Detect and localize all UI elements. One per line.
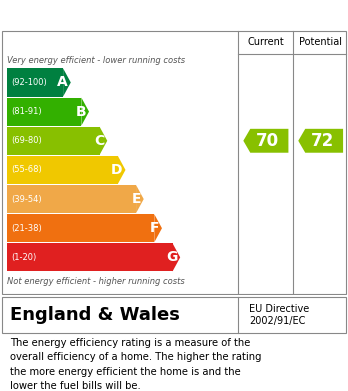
Bar xyxy=(7,214,154,242)
Text: The energy efficiency rating is a measure of the
overall efficiency of a home. T: The energy efficiency rating is a measur… xyxy=(10,338,262,391)
Polygon shape xyxy=(298,129,343,153)
Bar xyxy=(7,98,81,126)
Polygon shape xyxy=(243,129,288,153)
Text: Not energy efficient - higher running costs: Not energy efficient - higher running co… xyxy=(7,277,185,286)
Polygon shape xyxy=(81,98,89,126)
Text: Energy Efficiency Rating: Energy Efficiency Rating xyxy=(10,7,220,23)
Text: E: E xyxy=(132,192,141,206)
Polygon shape xyxy=(118,156,126,184)
Polygon shape xyxy=(136,185,144,213)
Text: 72: 72 xyxy=(310,132,334,150)
Text: (92-100): (92-100) xyxy=(11,78,47,87)
Text: Current: Current xyxy=(247,37,284,47)
Polygon shape xyxy=(63,68,71,97)
Text: 2002/91/EC: 2002/91/EC xyxy=(249,316,305,326)
Text: (39-54): (39-54) xyxy=(11,195,42,204)
Text: EU Directive: EU Directive xyxy=(249,304,309,314)
Text: A: A xyxy=(57,75,68,90)
Bar xyxy=(7,156,118,184)
Bar xyxy=(7,243,173,271)
Polygon shape xyxy=(100,127,107,155)
Bar xyxy=(7,68,63,97)
Text: (81-91): (81-91) xyxy=(11,107,42,116)
Text: B: B xyxy=(76,105,86,118)
Text: D: D xyxy=(111,163,123,177)
Text: (69-80): (69-80) xyxy=(11,136,42,145)
Text: (21-38): (21-38) xyxy=(11,224,42,233)
Text: F: F xyxy=(150,221,159,235)
Bar xyxy=(7,127,100,155)
Polygon shape xyxy=(173,243,180,271)
Text: 70: 70 xyxy=(256,132,279,150)
Text: G: G xyxy=(166,250,177,264)
Text: Very energy efficient - lower running costs: Very energy efficient - lower running co… xyxy=(7,56,185,65)
Text: (55-68): (55-68) xyxy=(11,165,42,174)
Polygon shape xyxy=(154,214,162,242)
Text: England & Wales: England & Wales xyxy=(10,306,180,324)
Text: Potential: Potential xyxy=(299,37,342,47)
Text: C: C xyxy=(94,134,104,148)
Text: (1-20): (1-20) xyxy=(11,253,37,262)
Bar xyxy=(7,185,136,213)
